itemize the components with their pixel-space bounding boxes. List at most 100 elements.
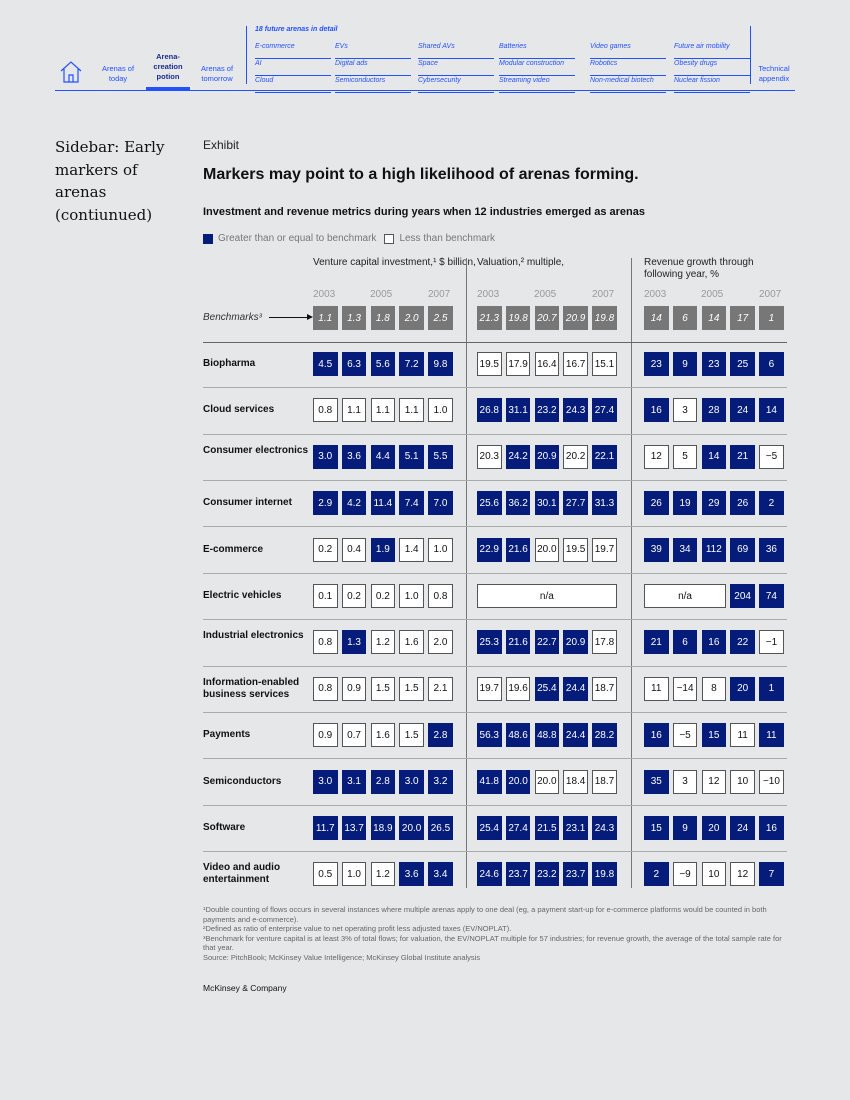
arena-link[interactable]: Future air mobility — [674, 42, 750, 59]
valuation-cell: 24.2 — [505, 444, 531, 469]
arena-link[interactable]: Modular construction — [499, 59, 575, 76]
revenue-cell: 29 — [701, 491, 727, 516]
year-label: 2005 — [370, 289, 393, 300]
revenue-cell: −5 — [759, 444, 784, 469]
row-label: Video and audio entertainment — [203, 862, 281, 886]
valuation-cell: 17.8 — [592, 630, 617, 655]
arena-link[interactable]: Streaming video — [499, 76, 575, 93]
legend-label-filled: Greater than or equal to benchmark — [218, 233, 377, 244]
benchmark-arrowhead — [307, 314, 313, 320]
vc-cell: 18.9 — [370, 816, 396, 840]
revenue-cell: 25 — [730, 352, 755, 376]
vc-cell: 1.0 — [399, 584, 424, 608]
benchmark-cell: 21.3 — [477, 306, 502, 330]
benchmark-cell: 1.1 — [313, 306, 338, 330]
arena-link[interactable]: Robotics — [590, 59, 666, 76]
row-label: Consumer electronics — [203, 444, 309, 456]
revenue-cell: 23 — [701, 352, 727, 376]
benchmark-cell: 1.3 — [341, 306, 367, 330]
benchmark-cell: 17 — [730, 306, 755, 330]
valuation-cell: 31.3 — [592, 491, 617, 516]
vc-cell: 0.8 — [313, 398, 338, 423]
row-label: Biopharma — [203, 358, 256, 369]
vc-cell: 11.7 — [313, 816, 338, 840]
arena-link[interactable]: Nuclear fission — [674, 76, 750, 93]
valuation-cell: 20.2 — [563, 444, 588, 469]
nav-technical-appendix[interactable]: Technical appendix — [758, 64, 790, 83]
revenue-cell: −5 — [672, 723, 698, 748]
vc-cell: 0.4 — [341, 537, 367, 562]
valuation-cell: 16.7 — [563, 352, 588, 376]
vc-cell: 6.3 — [341, 352, 367, 376]
home-icon[interactable] — [59, 60, 83, 84]
exhibit-label: Exhibit — [203, 138, 240, 152]
vc-cell: 5.1 — [399, 444, 424, 469]
vc-cell: 1.5 — [399, 723, 424, 748]
benchmark-arrow — [269, 317, 309, 318]
valuation-cell: 20.0 — [505, 769, 531, 794]
nav-arenas-of-tomorrow[interactable]: Arenas of tomorrow — [200, 64, 234, 83]
arena-link[interactable]: Semiconductors — [335, 76, 411, 93]
valuation-cell: 27.4 — [592, 398, 617, 423]
arena-link[interactable]: AI — [255, 59, 331, 76]
arena-link[interactable]: EVs — [335, 42, 411, 59]
valuation-cell: 20.9 — [563, 630, 588, 655]
vc-cell: 3.6 — [341, 444, 367, 469]
benchmark-cell: 1 — [759, 306, 784, 330]
row-divider — [203, 480, 787, 481]
vc-cell: 0.2 — [313, 537, 338, 562]
valuation-cell: 31.1 — [505, 398, 531, 423]
revenue-cell: 20 — [730, 676, 755, 701]
revenue-cell: 19 — [672, 491, 698, 516]
arena-link[interactable]: Space — [418, 59, 494, 76]
arena-link[interactable]: Cloud — [255, 76, 331, 93]
arena-link[interactable]: Shared AVs — [418, 42, 494, 59]
revenue-cell: 24 — [730, 816, 755, 840]
vc-cell: 3.0 — [399, 769, 424, 794]
arena-link[interactable]: Digital ads — [335, 59, 411, 76]
revenue-cell: 7 — [759, 862, 784, 887]
arena-column: Future air mobility Obesity drugs Nuclear … — [674, 42, 750, 93]
vc-cell: 1.5 — [370, 676, 396, 701]
column-header-revenue: Revenue growth through following year, % — [644, 257, 754, 280]
row-label: E-commerce — [203, 543, 264, 555]
valuation-cell: 21.5 — [534, 816, 560, 840]
arena-link[interactable]: E-commerce — [255, 42, 331, 59]
benchmark-cell: 19.8 — [592, 306, 617, 330]
vc-cell: 1.4 — [399, 537, 424, 562]
valuation-cell: 19.8 — [592, 862, 617, 887]
vc-cell: 0.2 — [370, 584, 396, 608]
valuation-cell: 22.1 — [592, 444, 617, 469]
arenas-detail-heading: 18 future arenas in detail — [255, 26, 338, 33]
valuation-cell: 19.5 — [477, 352, 502, 376]
exhibit-subhead: Investment and revenue metrics during ye… — [203, 206, 646, 218]
benchmark-cell: 14 — [701, 306, 727, 330]
vc-cell: 7.0 — [428, 491, 453, 516]
arena-link[interactable]: Non-medical biotech — [590, 76, 666, 93]
valuation-cell: 18.7 — [592, 769, 617, 794]
sidebar-title: Sidebar: Early markers of arenas (contiu… — [55, 138, 165, 224]
revenue-cell: 11 — [759, 723, 784, 748]
year-label: 2003 — [313, 289, 336, 300]
arena-column: Video games Robotics Non-medical biotech — [590, 42, 666, 93]
source-note: Source: PitchBook; McKinsey Value Intell… — [203, 952, 481, 962]
vc-cell: 3.4 — [428, 862, 453, 887]
revenue-cell: 14 — [701, 444, 727, 469]
nav-arena-creation-potion[interactable]: Arena-creation potion — [153, 52, 183, 81]
revenue-cell: −1 — [759, 630, 784, 655]
arena-link[interactable]: Batteries — [499, 42, 575, 59]
revenue-cell: 24 — [730, 398, 755, 423]
arena-link[interactable]: Video games — [590, 42, 666, 59]
revenue-cell: 21 — [730, 444, 755, 469]
revenue-cell: 12 — [730, 862, 755, 887]
arena-column: EVs Digital ads Semiconductors — [335, 42, 411, 93]
arena-link[interactable]: Cybersecurity — [418, 76, 494, 93]
vc-cell: 7.4 — [399, 491, 424, 516]
arena-link[interactable]: Obesity drugs — [674, 59, 750, 76]
nav-arenas-of-today[interactable]: Arenas of today — [101, 64, 135, 83]
valuation-cell: 25.3 — [477, 630, 502, 655]
valuation-cell: 48.6 — [505, 723, 531, 748]
valuation-cell: 41.8 — [477, 769, 502, 794]
revenue-cell: 16 — [701, 630, 727, 655]
revenue-cell: 36 — [759, 537, 784, 562]
